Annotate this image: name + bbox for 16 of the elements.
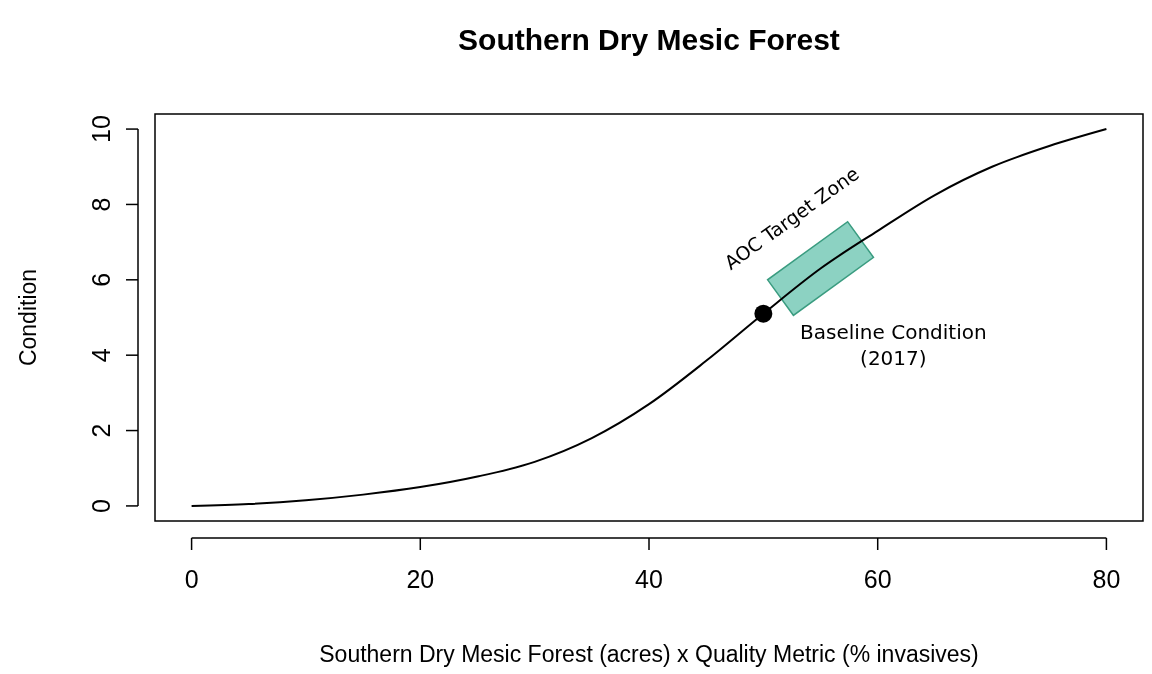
y-tick-label: 6: [87, 272, 115, 287]
x-tick-label: 60: [863, 565, 892, 593]
x-tick-label: 20: [406, 565, 435, 593]
x-axis-title: Southern Dry Mesic Forest (acres) x Quality Metric (% invasives): [319, 641, 979, 667]
y-tick-label: 2: [87, 423, 115, 438]
y-tick-label: 0: [87, 498, 115, 513]
chart-title: Southern Dry Mesic Forest: [458, 23, 840, 56]
annotation: Baseline Condition (2017): [800, 319, 987, 370]
y-tick-label: 8: [87, 197, 115, 212]
x-tick-label: 80: [1092, 565, 1121, 593]
y-tick-label: 10: [87, 115, 115, 143]
x-tick-label: 40: [635, 565, 663, 593]
line-series: [190, 128, 1108, 507]
y-axis-title: Condition: [15, 268, 41, 367]
x-tick-label: 0: [184, 565, 199, 593]
y-tick-label: 4: [87, 348, 115, 363]
